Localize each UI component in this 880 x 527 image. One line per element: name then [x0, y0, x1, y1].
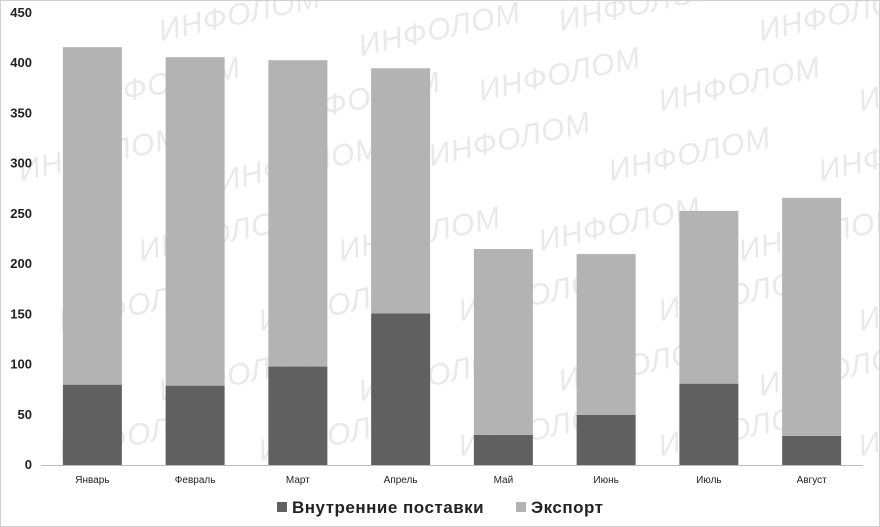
y-axis: 0 50 100 150 200 250 300 350 400 450: [10, 5, 32, 472]
bar-domestic: [62, 384, 122, 465]
bar-domestic: [679, 383, 739, 465]
watermark-text: ИНФОЛОМ: [756, 1, 879, 48]
watermark-text: ИНФОЛОМ: [156, 1, 324, 48]
x-tick-label: Июль: [696, 475, 722, 486]
x-tick-label: Июнь: [593, 475, 618, 486]
y-tick-label: 50: [18, 407, 32, 422]
y-tick-label: 450: [10, 5, 32, 20]
bars-layer: [62, 47, 842, 465]
bar-export: [165, 57, 225, 386]
bar-domestic: [165, 385, 225, 465]
y-tick-label: 250: [10, 206, 32, 221]
bar-export: [782, 197, 842, 436]
x-tick-label: Май: [494, 475, 514, 486]
bar-domestic: [782, 435, 842, 465]
watermark-text: ИНФОЛОМ: [556, 1, 724, 38]
x-tick-label: Март: [286, 475, 310, 486]
watermark-text: ИНФОЛОМ: [856, 271, 879, 338]
x-tick-label: Январь: [75, 475, 109, 486]
y-tick-label: 200: [10, 256, 32, 271]
watermark-text: ИНФОЛОМ: [856, 396, 879, 463]
y-tick-label: 350: [10, 105, 32, 120]
x-tick-label: Апрель: [384, 475, 418, 486]
x-axis: Январь Февраль Март Апрель Май Июнь Июль Август: [41, 465, 863, 486]
bar-domestic: [576, 414, 636, 465]
bar-domestic: [268, 366, 328, 465]
bar-export: [679, 210, 739, 384]
bar-domestic: [371, 313, 431, 465]
watermark-text: ИНФОЛОМ: [356, 1, 524, 63]
bar-export: [268, 60, 328, 367]
watermark-text: ИНФОЛОМ: [656, 51, 824, 118]
watermark-text: ИНФОЛОМ: [476, 41, 644, 108]
legend-swatch-export: [516, 502, 526, 512]
legend: Внутренние поставки Экспорт: [277, 498, 603, 517]
watermark-text: ИНФОЛОМ: [606, 121, 774, 188]
bar-export: [576, 254, 636, 415]
x-tick-label: Август: [797, 475, 828, 486]
y-tick-label: 150: [10, 306, 32, 321]
bar-export: [473, 249, 533, 435]
x-tick-label: Февраль: [175, 475, 216, 486]
watermark-text: ИНФОЛОМ: [426, 106, 594, 173]
legend-swatch-domestic: [277, 502, 287, 512]
y-tick-label: 300: [10, 156, 32, 171]
watermark-text: ИНФОЛОМ: [856, 51, 879, 118]
y-tick-label: 400: [10, 55, 32, 70]
bar-export: [62, 47, 122, 385]
legend-label-domestic: Внутренние поставки: [292, 498, 484, 517]
bar-export: [371, 68, 431, 314]
y-tick-label: 0: [25, 457, 32, 472]
watermark-text: ИНФОЛОМ: [816, 121, 879, 188]
y-tick-label: 100: [10, 357, 32, 372]
watermark-text: ИНФОЛОМ: [536, 191, 704, 258]
bar-domestic: [473, 434, 533, 465]
legend-label-export: Экспорт: [531, 498, 603, 517]
